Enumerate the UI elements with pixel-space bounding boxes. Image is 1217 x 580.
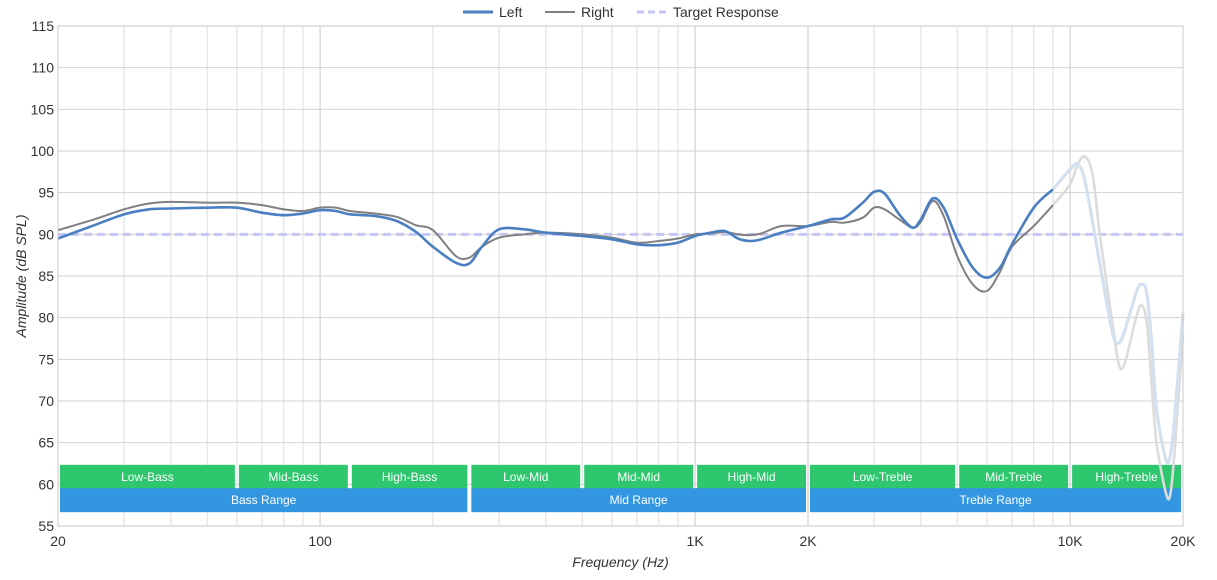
- x-tick-label: 2K: [799, 533, 817, 549]
- range-band-label: Low-Treble: [853, 470, 913, 484]
- y-tick-label: 105: [31, 101, 55, 117]
- y-axis-tick-labels: 55 60 65 70 75 80 85 90 95 100 105 110 115: [31, 18, 55, 534]
- range-band-label: Bass Range: [231, 493, 297, 507]
- legend-label-target: Target Response: [673, 4, 779, 20]
- x-tick-label: 1K: [687, 533, 705, 549]
- y-tick-label: 70: [38, 393, 54, 409]
- range-band: [810, 464, 956, 489]
- range-band: [471, 464, 581, 489]
- series-line-left: [57, 188, 1054, 279]
- range-band-label: Low-Mid: [503, 470, 548, 484]
- x-tick-label: 100: [308, 533, 332, 549]
- range-band-label: High-Treble: [1095, 470, 1158, 484]
- x-tick-label: 20K: [1171, 533, 1197, 549]
- frequency-range-bands: Low-Bass Mid-Bass High-Bass Low-Mid Mid-Mid H…: [60, 464, 1181, 513]
- y-tick-label: 100: [31, 143, 55, 159]
- range-band: [810, 488, 1181, 513]
- range-band-label: Low-Bass: [121, 470, 174, 484]
- series-line-right-faded: [1051, 155, 1185, 501]
- legend-label-left: Left: [499, 4, 522, 20]
- range-band: [60, 488, 468, 513]
- legend-label-right: Right: [581, 4, 614, 20]
- x-tick-label: 10K: [1058, 533, 1084, 549]
- range-band-label: Mid-Treble: [985, 470, 1042, 484]
- range-band: [471, 488, 806, 513]
- range-band-label: High-Bass: [382, 470, 437, 484]
- range-band: [584, 464, 694, 489]
- series-line-left-faded: [1051, 161, 1185, 465]
- range-band-label: Treble Range: [959, 493, 1032, 507]
- x-axis-title: Frequency (Hz): [572, 554, 668, 570]
- range-band: [351, 464, 468, 489]
- y-tick-label: 95: [38, 185, 54, 201]
- y-tick-label: 115: [32, 18, 55, 34]
- range-band: [238, 464, 348, 489]
- y-tick-label: 55: [38, 518, 54, 534]
- range-band: [60, 464, 235, 489]
- y-tick-label: 65: [38, 435, 54, 451]
- range-band-label: Mid-Bass: [268, 470, 318, 484]
- y-tick-label: 60: [38, 476, 54, 492]
- range-band-label: Mid-Mid: [617, 470, 660, 484]
- range-band-label: High-Mid: [728, 470, 776, 484]
- y-tick-label: 75: [38, 351, 54, 367]
- y-tick-label: 80: [38, 310, 54, 326]
- y-tick-label: 110: [32, 60, 55, 76]
- plot-border: [57, 25, 1184, 527]
- y-tick-label: 85: [38, 268, 54, 284]
- range-band-label: Mid Range: [610, 493, 668, 507]
- legend: Left Right Target Response: [463, 4, 779, 20]
- series-lines: [57, 155, 1185, 501]
- range-band: [959, 464, 1069, 489]
- x-axis-tick-labels: 20 100 1K 2K 10K 20K: [50, 533, 1196, 549]
- x-tick-label: 20: [50, 533, 66, 549]
- range-band: [697, 464, 806, 489]
- y-tick-label: 90: [38, 226, 54, 242]
- y-axis-title: Amplitude (dB SPL): [13, 215, 29, 339]
